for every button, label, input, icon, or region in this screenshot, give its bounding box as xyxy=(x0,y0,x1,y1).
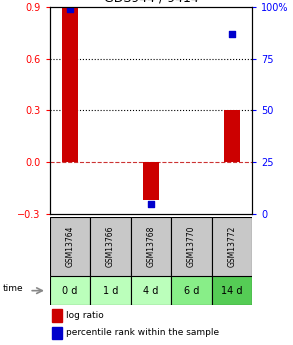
Bar xyxy=(212,217,252,276)
Text: GSM13768: GSM13768 xyxy=(146,226,155,267)
Bar xyxy=(50,217,90,276)
Bar xyxy=(62,7,78,162)
Bar xyxy=(90,276,131,305)
Text: GSM13764: GSM13764 xyxy=(66,226,74,267)
Bar xyxy=(52,327,62,339)
Text: 0 d: 0 d xyxy=(62,286,78,296)
Bar xyxy=(143,162,159,200)
Text: GSM13770: GSM13770 xyxy=(187,226,196,267)
Text: 6 d: 6 d xyxy=(184,286,199,296)
Text: 4 d: 4 d xyxy=(143,286,159,296)
Text: time: time xyxy=(3,284,23,294)
Bar xyxy=(212,276,252,305)
Point xyxy=(68,6,72,12)
Text: GSM13772: GSM13772 xyxy=(227,226,236,267)
Bar xyxy=(171,276,212,305)
Text: percentile rank within the sample: percentile rank within the sample xyxy=(66,328,219,337)
Bar xyxy=(52,309,62,322)
Bar xyxy=(131,217,171,276)
Title: GDS944 / 9414: GDS944 / 9414 xyxy=(103,0,198,4)
Point xyxy=(149,201,153,206)
Text: 14 d: 14 d xyxy=(221,286,243,296)
Bar xyxy=(50,276,90,305)
Bar xyxy=(171,217,212,276)
Text: 1 d: 1 d xyxy=(103,286,118,296)
Bar xyxy=(224,110,240,162)
Text: log ratio: log ratio xyxy=(66,311,104,320)
Bar xyxy=(131,276,171,305)
Point xyxy=(229,31,234,37)
Bar xyxy=(90,217,131,276)
Text: GSM13766: GSM13766 xyxy=(106,226,115,267)
